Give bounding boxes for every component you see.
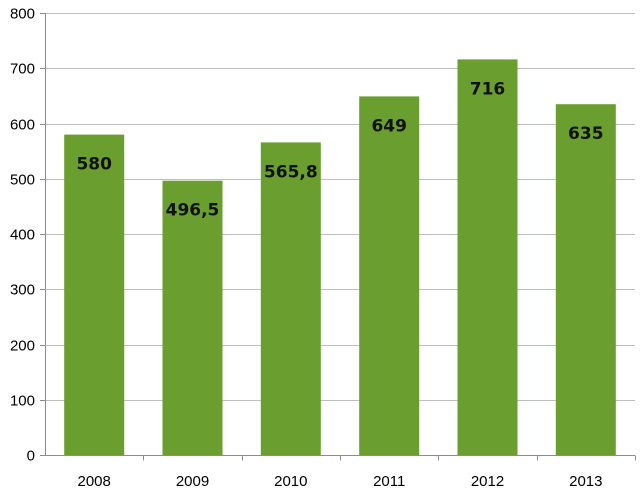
y-tick-label: 300 [10,282,35,299]
y-tick-label: 800 [10,6,35,23]
axes [40,13,636,461]
bars [64,59,616,456]
x-tick-label-2012: 2012 [471,473,504,490]
x-tick-label-2008: 2008 [78,473,111,490]
data-label-2011: 649 [371,116,407,136]
y-tick-label: 600 [10,117,35,134]
bar-2009 [162,180,223,455]
bar-2008 [64,134,125,455]
y-tick-label: 400 [10,227,35,244]
data-label-2009: 496,5 [166,201,220,221]
gridlines [45,13,635,401]
x-tick-label-2013: 2013 [569,473,602,490]
bar-2010 [260,142,321,455]
data-label-2012: 716 [470,79,506,99]
data-label-2010: 565,8 [264,162,318,182]
y-tick-label: 0 [27,448,35,465]
x-tick-label-2011: 2011 [373,473,405,490]
bar-2011 [359,96,420,456]
bar-2012 [457,59,518,456]
data-label-2013: 635 [568,124,604,144]
y-tick-label: 700 [10,61,35,78]
data-label-2008: 580 [76,155,112,175]
y-tick-label: 200 [10,338,35,355]
x-tick-label-2009: 2009 [176,473,209,490]
labels: 0 100 200 300 400 500 600 700 800 580 2008 496,5 200… [10,6,604,491]
bar-2013 [555,104,616,455]
x-tick-label-2010: 2010 [274,473,307,490]
y-tick-label: 100 [10,393,35,410]
y-tick-label: 500 [10,172,35,189]
